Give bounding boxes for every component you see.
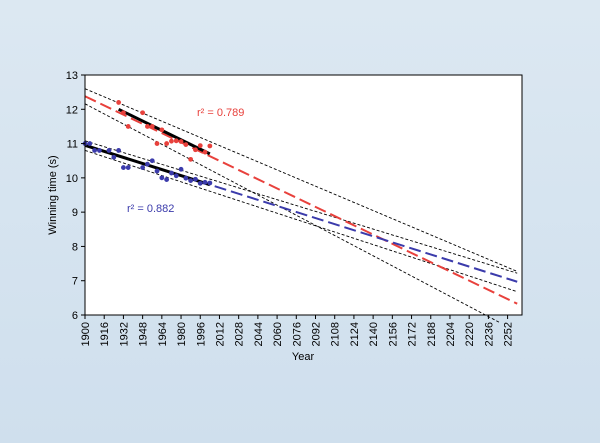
women-confidence-line-1 — [84, 88, 518, 272]
men-data-point — [183, 175, 189, 181]
women-data-point — [202, 149, 208, 155]
women-data-point — [173, 138, 179, 144]
y-tick-label: 9 — [72, 207, 78, 219]
men-data-point — [178, 166, 184, 172]
men-data-point — [145, 161, 150, 167]
x-tick-label: 2204 — [445, 322, 457, 346]
men-data-point — [111, 154, 117, 160]
women-data-point — [125, 124, 131, 129]
men-data-point — [87, 141, 93, 146]
y-tick-label: 7 — [72, 276, 78, 288]
x-tick-label: 1916 — [99, 322, 111, 346]
x-tick-label: 2124 — [349, 322, 361, 346]
x-tick-label: 2060 — [272, 322, 284, 346]
men-confidence-line-2 — [84, 150, 518, 293]
men-confidence-line-1 — [84, 140, 518, 274]
y-tick-label: 8 — [72, 241, 78, 253]
x-tick-label: 2220 — [464, 322, 476, 346]
men-data-point — [173, 173, 179, 179]
x-tick-label: 1948 — [138, 322, 150, 346]
x-tick-label: 2044 — [253, 322, 265, 346]
men-data-point — [121, 165, 126, 170]
plot-frame — [84, 74, 523, 316]
y-tick-label: 6 — [72, 310, 78, 322]
women-data-point — [116, 100, 122, 105]
women-fit-line — [117, 107, 211, 156]
x-tick-label: 1964 — [157, 322, 169, 346]
x-tick-label: 1932 — [118, 322, 130, 346]
y-tick-label: 10 — [66, 173, 78, 185]
men-data-point — [159, 175, 165, 181]
men-data-point — [197, 180, 203, 186]
men-data-point — [193, 176, 198, 182]
y-tick-label: 11 — [67, 139, 78, 151]
y-tick-label: 12 — [66, 104, 78, 116]
x-axis-title: Year — [292, 351, 315, 363]
y-tick-label: 13 — [66, 70, 78, 82]
women-data-point — [207, 143, 213, 149]
x-tick-label: 2236 — [483, 322, 495, 346]
x-tick-label: 2092 — [311, 322, 323, 346]
men-data-point — [92, 148, 98, 153]
x-tick-label: 2012 — [214, 322, 226, 346]
data-points — [82, 100, 213, 186]
plot-area — [85, 75, 522, 315]
women-data-point — [193, 147, 198, 153]
men-data-point — [97, 148, 102, 153]
axes: 6 7 8 9 10 11 12 13 1900 1916 1932 1948 1964 1980 1996… — [66, 70, 515, 346]
x-tick-label: 2076 — [291, 322, 303, 346]
men-data-point — [202, 179, 208, 185]
women-data-point — [140, 110, 146, 116]
x-tick-label: 1900 — [80, 322, 92, 346]
men-data-point — [169, 170, 174, 176]
men-data-point — [149, 158, 155, 164]
women-data-point — [159, 127, 165, 133]
x-tick-label: 1996 — [195, 322, 207, 346]
men-data-point — [188, 178, 194, 184]
women-data-point — [145, 124, 150, 129]
women-data-point — [183, 142, 189, 148]
confidence-lines — [84, 88, 518, 324]
x-tick-label: 2188 — [426, 322, 438, 346]
x-tick-label: 2140 — [368, 322, 380, 346]
men-data-point — [164, 177, 170, 182]
women-data-point — [149, 124, 155, 129]
men-data-point — [106, 148, 112, 153]
men-data-point — [140, 165, 146, 170]
women-data-point — [121, 110, 126, 116]
men-data-point — [116, 148, 122, 153]
men-data-point — [154, 168, 160, 174]
men-data-point — [125, 165, 131, 170]
x-tick-label: 2108 — [330, 322, 342, 346]
x-tick-label: 2172 — [407, 322, 419, 346]
women-data-point — [164, 141, 170, 146]
men-data-point — [207, 180, 213, 186]
women-data-point — [188, 156, 194, 162]
women-data-point — [154, 141, 160, 146]
women-r2-label: r² = 0.789 — [197, 107, 244, 119]
women-data-point — [197, 143, 203, 149]
y-axis-title: Winning time (s) — [47, 155, 59, 234]
x-tick-label: 1980 — [176, 322, 188, 346]
men-r2-label: r² = 0.882 — [127, 203, 174, 215]
x-tick-label: 2252 — [503, 322, 515, 346]
women-projection-line — [84, 95, 518, 305]
x-tick-label: 2028 — [234, 322, 246, 346]
x-tick-label: 2156 — [387, 322, 399, 346]
women-confidence-line-2 — [84, 103, 501, 324]
women-data-point — [178, 139, 184, 144]
women-data-point — [169, 138, 174, 144]
